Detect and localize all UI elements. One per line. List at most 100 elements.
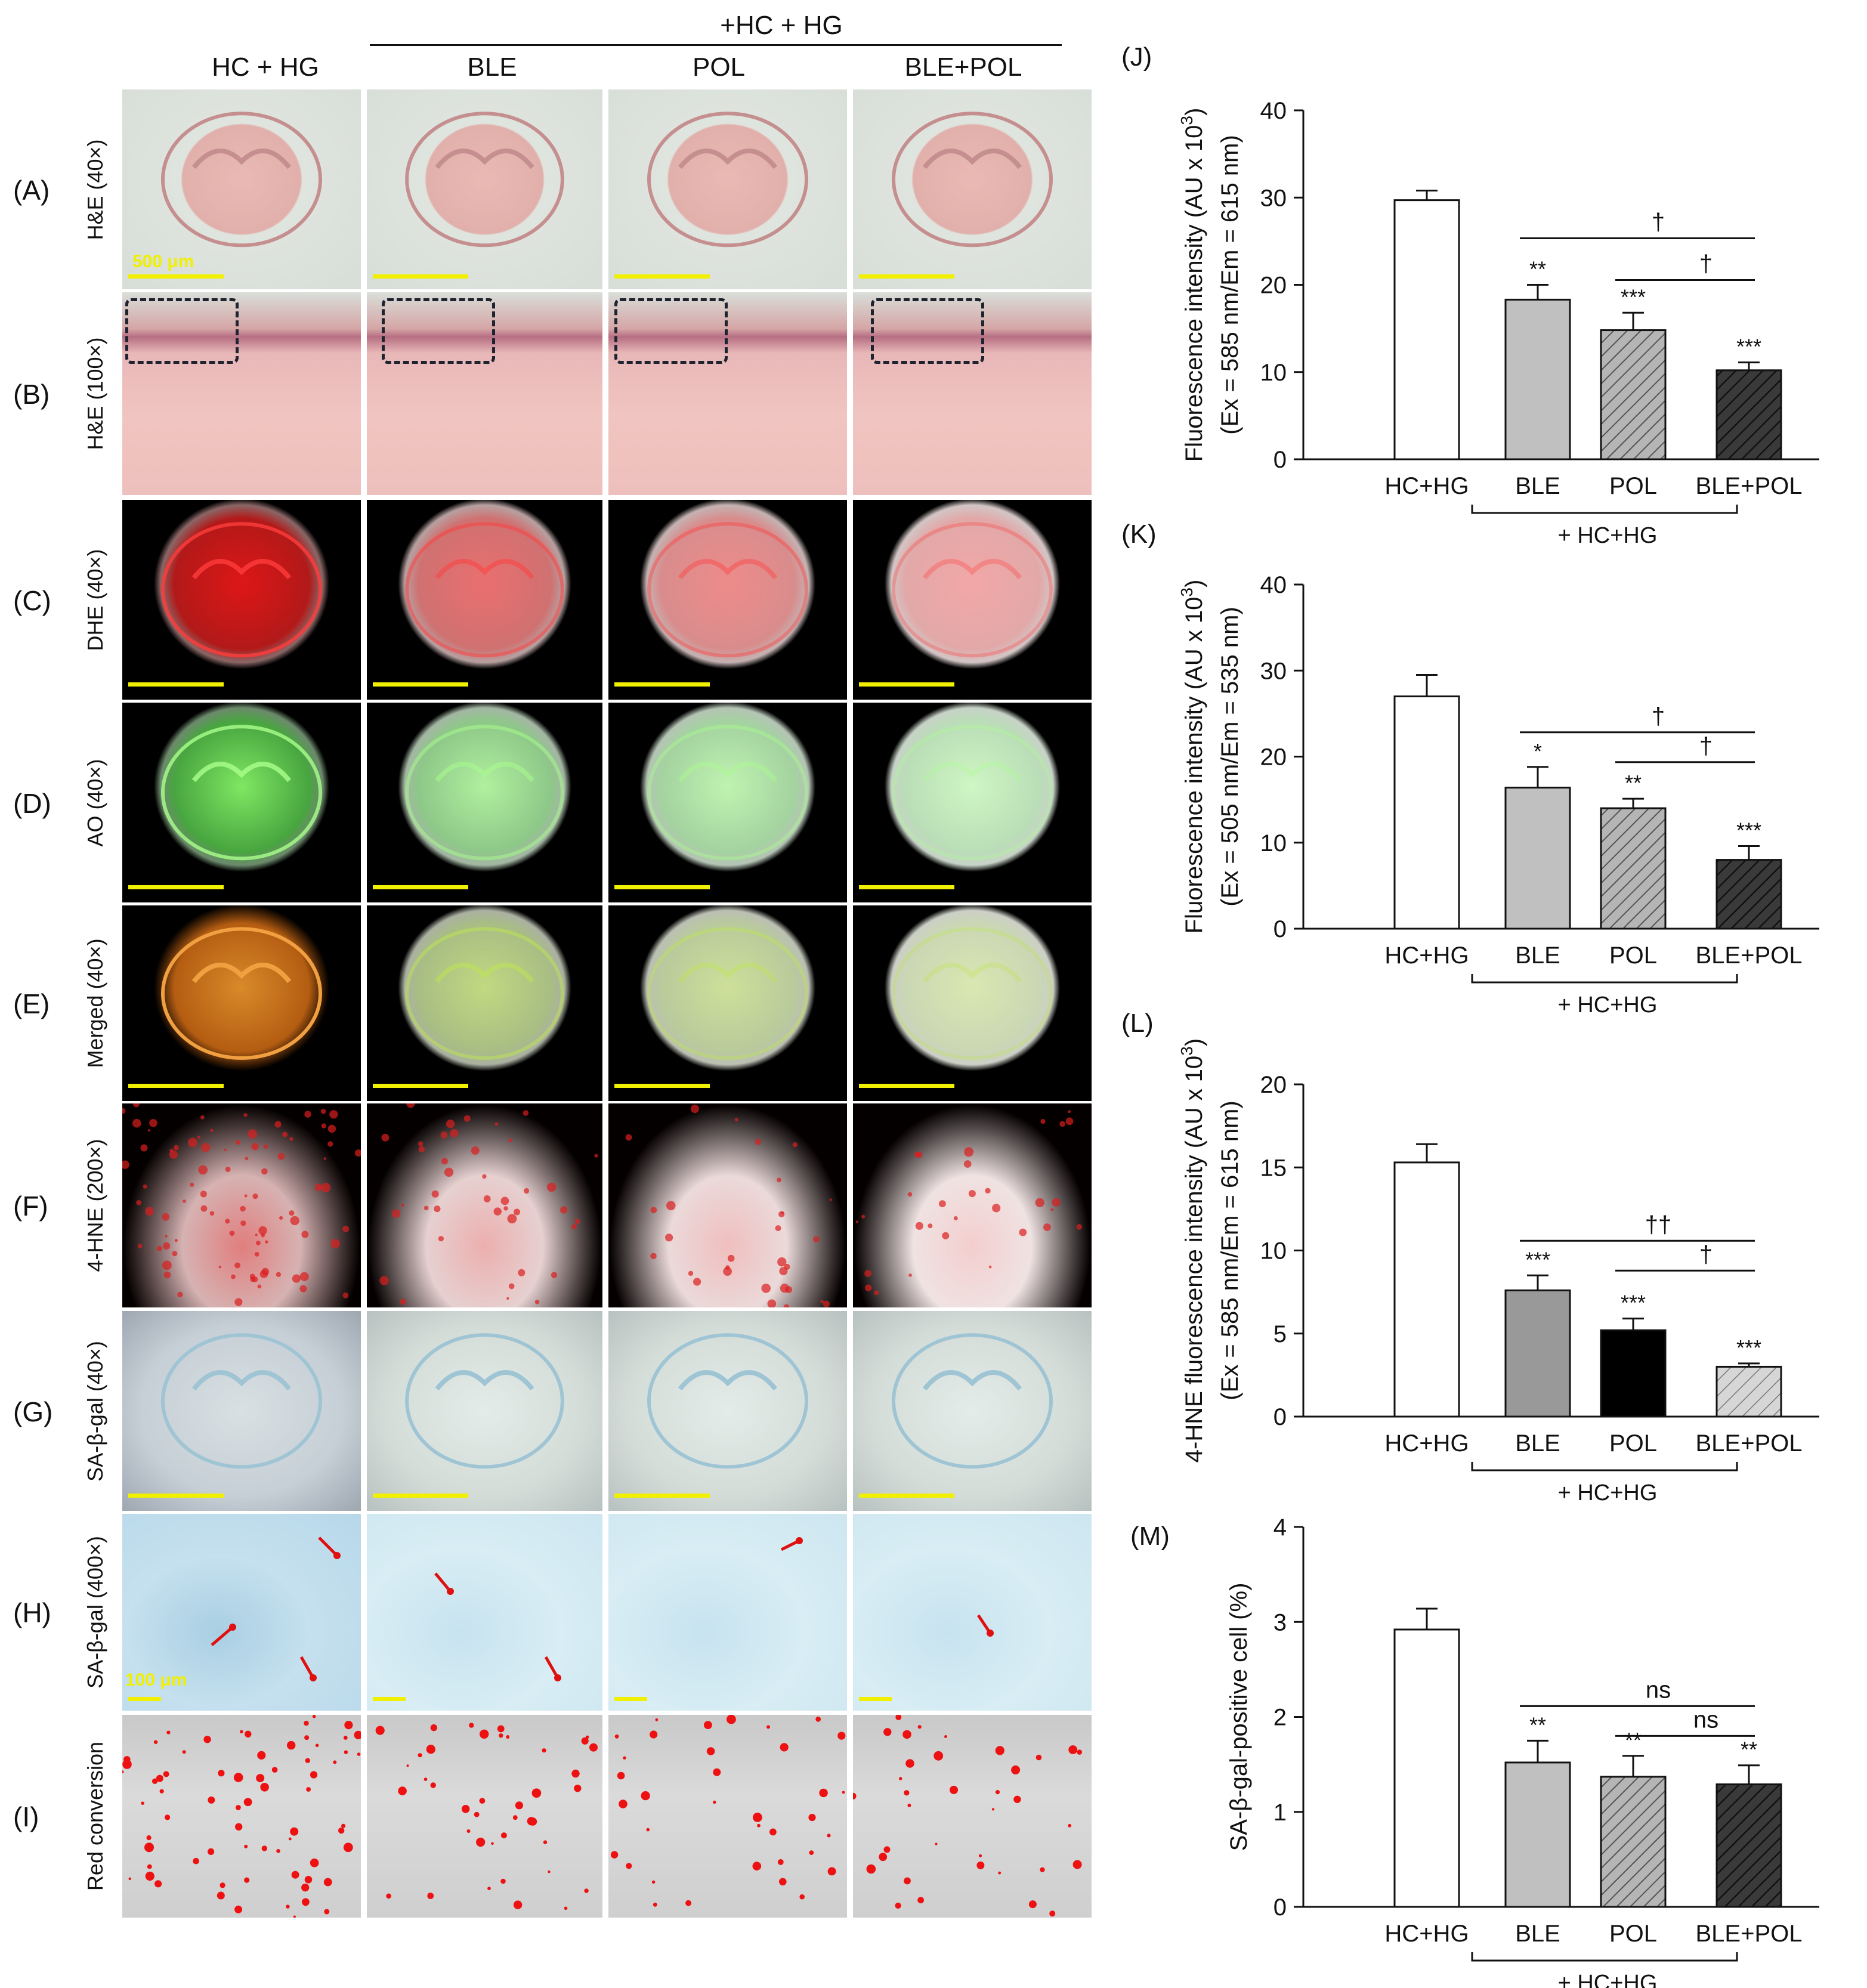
micrograph-he_high-ble bbox=[367, 292, 602, 495]
bar-pol bbox=[1600, 1776, 1667, 1908]
bar-ble-pol bbox=[1715, 369, 1782, 460]
chart-l: (L) 0 5 10 15 20 4-HNE fluorescence intensity … bbox=[1121, 1009, 1819, 1505]
scale-bar bbox=[859, 274, 954, 279]
panel-letter: (L) bbox=[1121, 1009, 1154, 1038]
brain-section-outline bbox=[161, 1333, 322, 1469]
brain-section-outline bbox=[647, 112, 808, 248]
column-title-ble: BLE bbox=[467, 52, 517, 82]
row-letter: (G) bbox=[13, 1396, 53, 1427]
group-header-line bbox=[370, 44, 1062, 46]
red-arrow-head bbox=[229, 1624, 236, 1631]
y-tick-label: 20 bbox=[1260, 273, 1287, 299]
y-axis-label-superscript: 3 bbox=[1177, 588, 1196, 597]
scale-bar bbox=[128, 1084, 224, 1088]
micrograph-ao-hc-hg bbox=[122, 703, 361, 902]
significance-label: *** bbox=[1736, 1335, 1761, 1360]
micrograph-merged-ble-pol bbox=[853, 905, 1092, 1101]
brain-section-outline bbox=[405, 927, 564, 1060]
red-arrow-icon bbox=[211, 1626, 234, 1646]
group-bracket bbox=[1471, 974, 1738, 984]
micrograph-red_conv-hc-hg bbox=[122, 1715, 361, 1918]
scale-bar bbox=[859, 682, 954, 687]
y-tick-label: 10 bbox=[1260, 830, 1287, 857]
brain-section-outline bbox=[405, 112, 564, 248]
red-arrow-icon bbox=[434, 1572, 452, 1593]
bar-hc-hg bbox=[1393, 1161, 1460, 1418]
scale-bar bbox=[373, 274, 468, 279]
brain-section-outline bbox=[405, 725, 564, 861]
red-positive-spots bbox=[610, 1715, 846, 1907]
significance-label: *** bbox=[1621, 1291, 1646, 1315]
brain-section-outline bbox=[892, 112, 1053, 248]
scale-bar bbox=[128, 885, 224, 889]
x-tick-label: POL bbox=[1609, 1430, 1657, 1457]
micrograph-hne-ble-pol bbox=[853, 1103, 1092, 1307]
chart-j: (J) 0 10 20 30 40 Fluorescence intensity (AU x… bbox=[1121, 42, 1819, 548]
column-title-hc-hg: HC + HG bbox=[212, 52, 319, 82]
micrograph-dhe-ble bbox=[367, 500, 602, 700]
y-tick-label: 5 bbox=[1273, 1321, 1287, 1347]
micrograph-hne-hc-hg bbox=[122, 1103, 361, 1307]
x-tick-label: HC+HG bbox=[1384, 1921, 1469, 1947]
significance-label: *** bbox=[1525, 1247, 1550, 1272]
chart-m: (M) 0 1 2 3 4 SA-β-gal-positive cell (%) HC+HG *… bbox=[1130, 1514, 1819, 1988]
chart-k: (K) 0 10 20 30 40 Fluorescence intensity (AU x… bbox=[1121, 520, 1819, 1018]
red-positive-spots bbox=[853, 1715, 1082, 1917]
bar-ble-pol bbox=[1715, 1783, 1782, 1908]
y-tick-label: 0 bbox=[1273, 916, 1287, 942]
bar-ble bbox=[1504, 298, 1571, 460]
group-label: + HC+HG bbox=[1558, 523, 1658, 548]
red-arrow-head bbox=[796, 1537, 803, 1544]
micrograph-he_low-pol bbox=[608, 89, 847, 289]
y-tick-label: 20 bbox=[1260, 1072, 1287, 1098]
scale-bar bbox=[128, 682, 224, 687]
scale-bar bbox=[373, 682, 468, 687]
y-tick-label: 20 bbox=[1260, 744, 1287, 771]
significance-label: ** bbox=[1529, 257, 1546, 282]
y-axis-label-close: ) bbox=[1181, 1038, 1207, 1046]
scale-bar bbox=[859, 1697, 892, 1701]
x-tick-label: HC+HG bbox=[1384, 1430, 1469, 1457]
bar-ble-pol bbox=[1715, 1365, 1782, 1418]
bar-hc-hg bbox=[1393, 695, 1460, 930]
bar-ble bbox=[1504, 1761, 1571, 1908]
red-arrow-icon bbox=[544, 1656, 560, 1679]
bar-pol bbox=[1600, 1329, 1667, 1418]
row-letter: (B) bbox=[13, 379, 50, 410]
y-tick-label: 4 bbox=[1273, 1514, 1287, 1541]
red-arrow-icon bbox=[976, 1614, 992, 1634]
scale-bar bbox=[128, 274, 224, 279]
scale-bar-label-500um: 500 μm bbox=[132, 252, 194, 271]
scale-bar bbox=[614, 274, 710, 279]
x-tick-label: BLE bbox=[1515, 942, 1560, 969]
micrograph-hne-pol bbox=[608, 1103, 847, 1307]
brain-section-outline bbox=[892, 725, 1053, 861]
y-axis-label: 4-HNE fluorescence intensity (AU x 103) bbox=[1177, 1038, 1207, 1463]
row-letter: (A) bbox=[13, 174, 50, 206]
y-axis-label-line1: Fluorescence intensity (AU x 10 bbox=[1181, 597, 1207, 934]
scale-bar bbox=[614, 682, 710, 687]
group-bracket bbox=[1471, 505, 1738, 514]
row-letter: (D) bbox=[13, 787, 51, 819]
significance-label: ** bbox=[1625, 1728, 1642, 1752]
y-axis-label-close: ) bbox=[1181, 580, 1207, 588]
bar-pol bbox=[1600, 329, 1667, 460]
region-of-interest-box bbox=[382, 298, 495, 364]
y-tick-label: 0 bbox=[1273, 447, 1287, 473]
scale-bar-label-100um: 100 μm bbox=[125, 1670, 187, 1690]
scale-bar bbox=[614, 1084, 710, 1088]
red-arrow-icon bbox=[318, 1536, 338, 1557]
micrograph-dhe-pol bbox=[608, 500, 847, 700]
y-tick-label: 0 bbox=[1273, 1404, 1287, 1430]
panel-letter: (K) bbox=[1121, 520, 1157, 549]
y-axis-label-line2: (Ex = 585 nm/Em = 615 nm) bbox=[1217, 135, 1243, 434]
panel-letter: (M) bbox=[1130, 1522, 1170, 1551]
brain-section-outline bbox=[647, 927, 808, 1060]
red-fluorescence-spots bbox=[855, 1110, 1083, 1296]
brain-section-outline bbox=[405, 1333, 564, 1469]
red-positive-spots bbox=[375, 1723, 598, 1910]
micrograph-sagal_low-ble bbox=[367, 1311, 602, 1511]
scale-bar bbox=[373, 1697, 406, 1701]
significance-label: *** bbox=[1736, 335, 1761, 359]
